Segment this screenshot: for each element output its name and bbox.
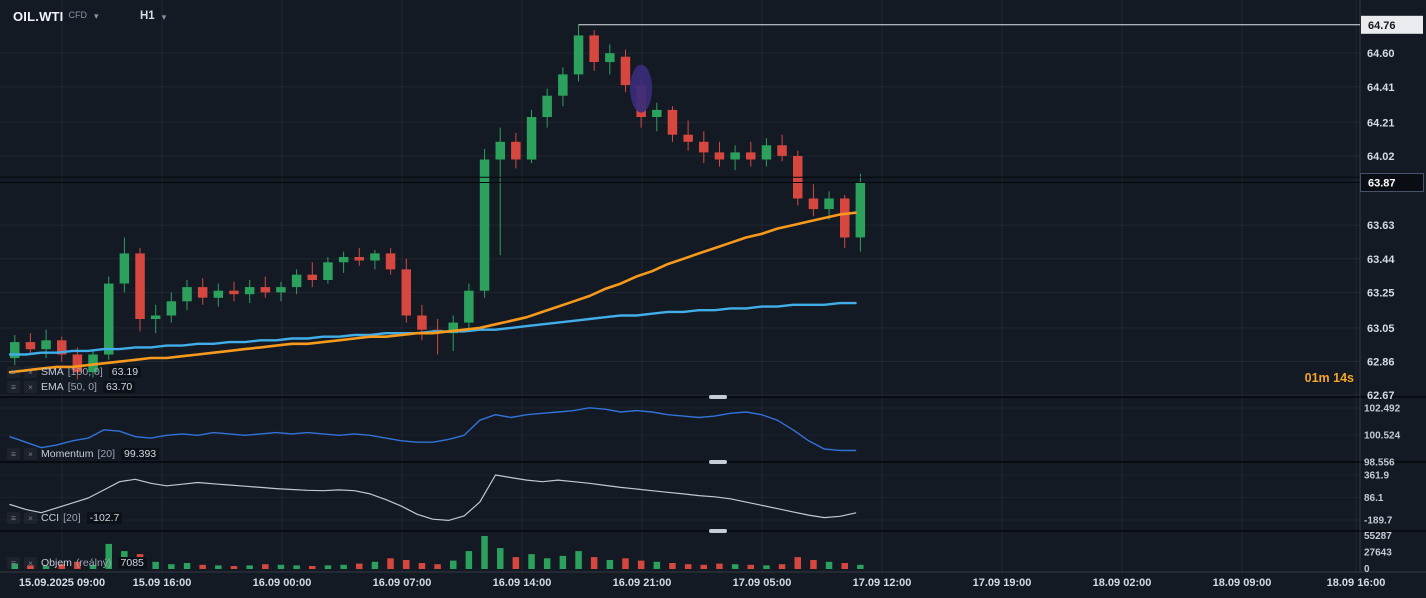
time-tick-label: 16.09 00:00 xyxy=(253,577,312,589)
indicator-remove-icon[interactable]: × xyxy=(24,557,37,569)
time-tick-label: 16.09 07:00 xyxy=(373,577,432,589)
momentum-tick-label: 102.492 xyxy=(1364,404,1401,415)
indicator-params: (reálný) xyxy=(75,557,112,569)
indicator-name: EMA xyxy=(41,381,64,393)
indicator-params: [20] xyxy=(97,448,116,460)
panel-resize-handle[interactable] xyxy=(709,460,727,464)
indicator-settings-icon[interactable]: ≡ xyxy=(7,512,20,524)
panel-resize-handle[interactable] xyxy=(709,395,727,399)
cci-tick-label: -189.7 xyxy=(1364,516,1393,527)
time-tick-label: 17.09 12:00 xyxy=(853,577,912,589)
momentum-line xyxy=(9,407,857,452)
timeframe-value: H1 xyxy=(140,10,155,22)
ellipse-annotation[interactable] xyxy=(630,64,653,113)
candle-countdown-timer: 01m 14s xyxy=(1304,371,1354,385)
indicator-name: SMA xyxy=(41,366,64,378)
momentum-tick-label: 100.524 xyxy=(1364,431,1401,442)
price-tick-label: 64.60 xyxy=(1367,48,1395,60)
indicator-label-volume[interactable]: ≡ × Objem (reálný) 7085 xyxy=(7,557,147,569)
time-tick-label: 15.09.2025 09:00 xyxy=(19,577,105,589)
indicator-name: Momentum xyxy=(41,448,94,460)
symbol-type-badge: CFD xyxy=(68,10,88,20)
current-price-label[interactable]: 63.87 xyxy=(1360,173,1424,192)
volume-tick-label: 0 xyxy=(1364,564,1370,575)
cci-tick-label: 86.1 xyxy=(1364,493,1384,504)
svg-text:63.87: 63.87 xyxy=(1368,178,1396,190)
cci-line xyxy=(9,474,857,521)
indicator-name: Objem xyxy=(41,557,72,569)
time-tick-label: 18.09 16:00 xyxy=(1327,577,1386,589)
indicator-settings-icon[interactable]: ≡ xyxy=(7,448,20,460)
ema-50-line xyxy=(8,211,857,374)
volume-tick-label: 55287 xyxy=(1364,531,1392,542)
indicator-label-sma[interactable]: ≡ × SMA [100, 0] 63.19 xyxy=(7,366,142,378)
svg-text:64.76: 64.76 xyxy=(1368,20,1396,32)
timeframe-selector[interactable]: H1 ▾ xyxy=(140,10,166,23)
indicator-name: CCI xyxy=(41,512,60,524)
candles-layer xyxy=(10,24,866,380)
indicator-value: 63.19 xyxy=(108,366,142,378)
indicator-label-momentum[interactable]: ≡ × Momentum [20] 99.393 xyxy=(7,448,160,460)
indicator-remove-icon[interactable]: × xyxy=(24,366,37,378)
indicator-remove-icon[interactable]: × xyxy=(24,448,37,460)
high-price-label: 64.76 xyxy=(1361,15,1423,34)
price-tick-label: 62.67 xyxy=(1367,390,1395,402)
price-tick-label: 64.21 xyxy=(1367,117,1395,129)
price-tick-label: 63.05 xyxy=(1367,323,1395,335)
price-tick-label: 63.44 xyxy=(1367,254,1395,266)
indicator-settings-icon[interactable]: ≡ xyxy=(7,381,20,393)
price-tick-label: 63.63 xyxy=(1367,220,1395,232)
time-tick-label: 15.09 16:00 xyxy=(133,577,192,589)
price-tick-label: 63.25 xyxy=(1367,287,1395,299)
indicator-value: -102.7 xyxy=(86,512,123,524)
indicator-value: 63.70 xyxy=(102,381,136,393)
indicator-params: [20] xyxy=(63,512,81,524)
indicator-params: [50, 0] xyxy=(67,381,97,393)
indicator-remove-icon[interactable]: × xyxy=(24,381,37,393)
price-tick-label: 64.02 xyxy=(1367,151,1395,163)
indicator-settings-icon[interactable]: ≡ xyxy=(7,557,20,569)
indicator-remove-icon[interactable]: × xyxy=(24,512,37,524)
time-tick-label: 16.09 21:00 xyxy=(613,577,672,589)
time-tick-label: 17.09 05:00 xyxy=(733,577,792,589)
indicator-value: 99.393 xyxy=(121,448,160,460)
time-tick-label: 17.09 19:00 xyxy=(973,577,1032,589)
price-tick-label: 62.86 xyxy=(1367,357,1395,369)
indicator-value: 7085 xyxy=(117,557,147,569)
indicator-params: [100, 0] xyxy=(67,366,103,378)
momentum-tick-label: 98.556 xyxy=(1364,458,1395,469)
indicator-label-cci[interactable]: ≡ × CCI [20] -102.7 xyxy=(7,512,123,524)
sma-100-line xyxy=(8,301,857,356)
chevron-down-icon[interactable]: ▾ xyxy=(161,12,167,22)
indicator-label-ema[interactable]: ≡ × EMA [50, 0] 63.70 xyxy=(7,381,136,393)
time-tick-label: 16.09 14:00 xyxy=(493,577,552,589)
cci-tick-label: 361.9 xyxy=(1364,471,1389,482)
time-tick-label: 18.09 09:00 xyxy=(1213,577,1272,589)
indicator-settings-icon[interactable]: ≡ xyxy=(7,366,20,378)
time-tick-label: 18.09 02:00 xyxy=(1093,577,1152,589)
symbol-name: OIL.WTI xyxy=(13,9,64,24)
panel-resize-handle[interactable] xyxy=(709,529,727,533)
grid-lines xyxy=(0,0,1360,572)
instrument-selector[interactable]: OIL.WTI CFD ▾ xyxy=(13,9,99,24)
chevron-down-icon[interactable]: ▾ xyxy=(94,11,99,21)
volume-tick-label: 27643 xyxy=(1364,548,1392,559)
price-tick-label: 64.41 xyxy=(1367,82,1395,94)
